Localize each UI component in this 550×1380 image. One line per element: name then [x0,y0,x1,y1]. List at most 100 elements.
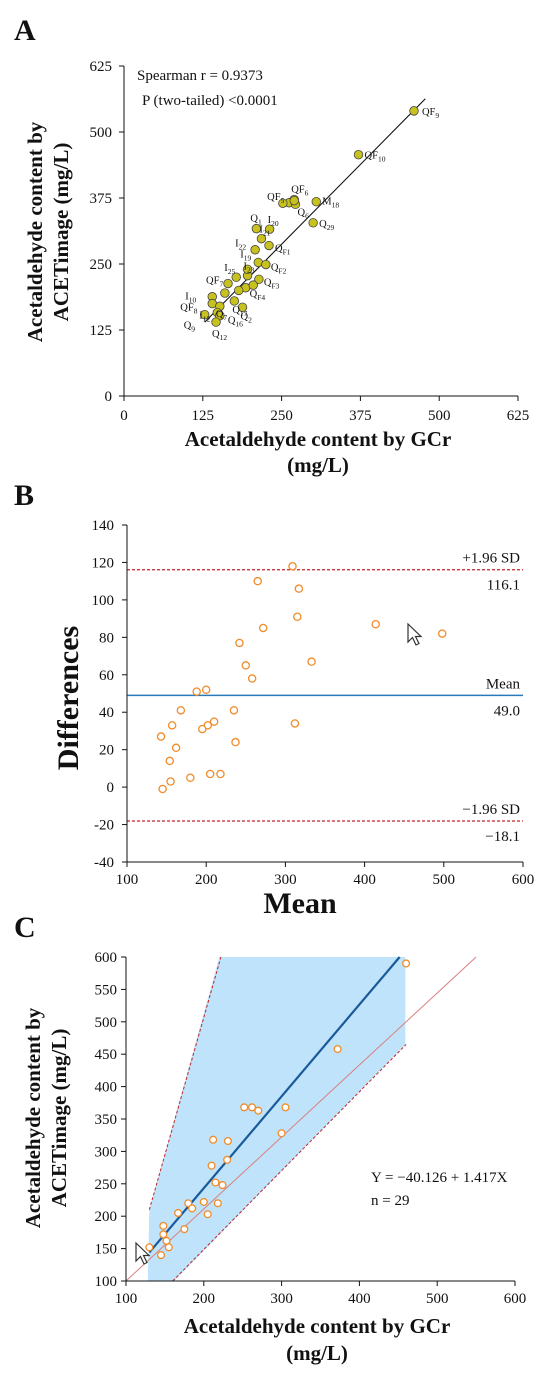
panel-c-x-tick-label: 500 [426,1291,449,1307]
panel-b-x-tick-label: 100 [116,872,139,888]
panel-letter-c: C [14,911,36,944]
panel-a-data-point [248,280,258,290]
panel-b-mean-label: Mean [486,676,521,692]
panel-c-band-upper-edge [148,956,222,1210]
panel-c-data-point [223,1155,232,1164]
panel-b-x-tick-label: 600 [512,872,535,888]
panel-c-confidence-band [147,957,406,1281]
panel-a-data-point [199,309,210,320]
panel-c-data-point [218,1181,227,1190]
panel-b-data-point [247,674,257,683]
panel-a-point-label: QF10 [365,151,386,164]
panel-a-data-point [242,264,253,274]
panel-c-data-point [281,1103,290,1112]
panel-c-data-point [213,1199,222,1208]
panel-a-point-label: QF5 [267,192,284,205]
panel-c-data-point [159,1221,168,1230]
panel-b-data-point [290,719,300,728]
panel-a-data-point [211,317,221,327]
panel-b-y-tick-label: 20 [99,743,114,759]
panel-b-x-tick-label: 400 [353,872,376,888]
panel-b-data-point [253,576,262,586]
panel-c-y-tick-label: 550 [95,982,118,998]
panel-c-data-point [223,1136,232,1146]
panel-a-point-label: QF7 [206,276,223,289]
panel-b-y-tick-label: -20 [94,818,114,834]
panel-a-point-label: Q2 [241,311,253,324]
panel-a-data-point [289,195,299,206]
panel-c-data-point [156,1251,166,1260]
panel-b-data-point [288,561,297,571]
panel-b-data-point [241,661,251,670]
panel-c-y-tick-label: 400 [95,1080,118,1096]
panel-c-data-point [240,1103,249,1112]
panel-a-data-point [264,240,274,251]
panel-b-data-point [167,721,177,730]
panel-c-y-tick-label: 300 [95,1144,118,1160]
panel-b-y-tick-label: 0 [107,780,115,796]
panel-a-x-tick-label: 250 [270,408,293,424]
panel-a-point-label: I10 [185,292,196,305]
panel-b-data-point [156,732,166,741]
panel-a-data-point [311,196,321,207]
panel-b-data-point [205,769,215,779]
panel-a-point-label: QF6 [291,185,308,198]
panel-a-data-point [223,278,233,289]
panel-c-data-point [184,1199,193,1208]
panel-c-y-tick-label: 150 [95,1242,118,1258]
panel-b-x-axis-title: Mean [263,887,337,920]
panel-b-y-axis-title: Differences [52,626,85,770]
panel-b-data-point [235,638,244,648]
panel-b-upper-limit-label: +1.96 SD [462,551,520,567]
panel-a-y-axis-title-line2: ACETimage (mg/L) [49,143,73,322]
panel-c-y-axis-title-line2: ACETimage (mg/L) [47,1029,71,1208]
panel-c-data-point [164,1243,173,1252]
panel-c-y-tick-label: 350 [95,1112,118,1128]
panel-a-y-tick-label: 375 [90,191,113,207]
panel-a-y-tick-label: 625 [90,59,113,75]
panel-c-data-point [333,1044,342,1054]
panel-b-data-point [201,685,211,695]
panel-a-point-label: I21 [259,225,270,238]
panel-b-data-point [209,717,219,726]
panel-a-point-label: I12 [199,311,210,324]
panel-c-data-point [145,1243,154,1252]
panel-b-data-point [176,706,186,715]
panel-b-marks: 100 200 300 400 500 600140120100806040200-20-… [92,518,535,888]
panel-a-spearman-label: Spearman r = 0.9373 [137,68,263,84]
panel-c-data-point [207,1161,216,1170]
panel-c-data-point [159,1230,168,1239]
panel-a-point-label: Q6 [297,207,309,220]
panel-a-data-point [250,245,260,255]
panel-c-x-tick-label: 200 [193,1291,216,1307]
panel-c-x-tick-label: 100 [115,1291,138,1307]
panel-c: C 100 200 300 400 500 600 100 150 200 250 300 350 40… [14,911,526,1365]
panel-c-band-lower-edge [172,1044,407,1282]
panel-b-y-tick-label: 140 [92,518,115,534]
panel-a-p-value-label: P (two-tailed) <0.0001 [142,93,278,109]
panel-b-data-point [171,743,181,753]
panel-b-mean-value: 49.0 [494,703,520,719]
panel-c-x-axis-title-line2: (mg/L) [286,1341,348,1365]
panel-a-point-label: QF2 [271,263,287,276]
panel-c-y-tick-label: 500 [95,1015,118,1031]
panel-c-data-point [162,1236,171,1245]
panel-a-x-tick-label: 375 [349,408,372,424]
panel-a-point-label: Q16 [228,316,243,329]
panel-b-data-point [216,769,225,779]
panel-c-data-point [199,1197,208,1206]
panel-c-x-axis-title-line1: Acetaldehyde content by GCr [184,1314,451,1338]
panel-b-data-point [371,619,380,629]
panel-b-x-tick-label: 200 [195,872,218,888]
panel-b-y-tick-label: 60 [99,668,114,684]
panel-a-point-label: QF9 [422,107,439,120]
panel-c-x-tick-label: 400 [348,1291,371,1307]
panel-a-point-label: M18 [322,197,339,210]
panel-a-point-label: I25 [224,263,235,276]
panel-c-data-point [188,1204,197,1213]
panel-letter-b: B [14,479,34,512]
mouse-cursor-icon [135,1241,151,1265]
panel-a-x-axis-title-line2: (mg/L) [287,453,349,477]
panel-a-data-point [409,106,419,116]
